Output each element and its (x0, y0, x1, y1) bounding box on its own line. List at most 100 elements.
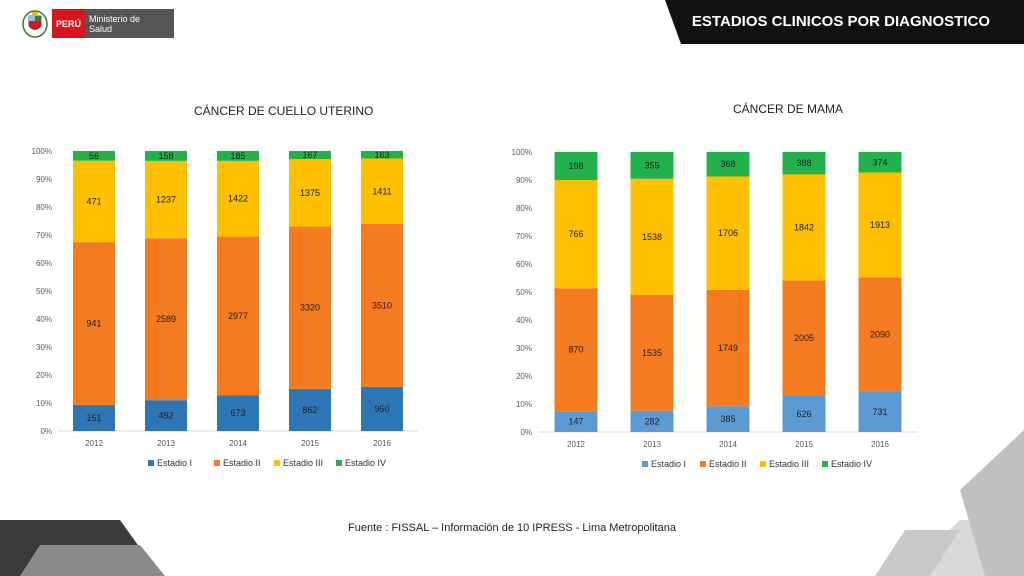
data-label-cuello: 1422 (228, 194, 248, 204)
bar-segment-cuello (361, 151, 403, 159)
bar-segment-cuello (217, 236, 259, 396)
bar-segment-mama (858, 152, 902, 173)
data-label-mama: 870 (568, 345, 583, 355)
data-label-cuello: 673 (230, 408, 245, 418)
bar-segment-cuello (289, 159, 331, 227)
y-tick-label-cuello: 80% (36, 203, 52, 212)
y-tick-label-cuello: 10% (36, 399, 52, 408)
bar-segment-cuello (217, 395, 259, 431)
bar-segment-cuello (73, 151, 115, 161)
data-label-mama: 282 (644, 416, 659, 426)
x-tick-label-mama: 2012 (567, 440, 585, 449)
x-tick-label-cuello: 2013 (157, 439, 175, 448)
data-label-cuello: 167 (302, 150, 317, 160)
legend-swatch-mama (700, 461, 706, 467)
bar-segment-cuello (73, 242, 115, 405)
y-tick-label-cuello: 50% (36, 287, 52, 296)
y-tick-label-cuello: 90% (36, 175, 52, 184)
y-tick-label-mama: 0% (520, 428, 532, 437)
data-label-cuello: 3510 (372, 300, 392, 310)
y-tick-label-mama: 50% (516, 288, 532, 297)
legend-swatch-cuello (148, 460, 154, 466)
y-tick-label-cuello: 0% (40, 427, 52, 436)
bar-segment-mama (782, 395, 826, 432)
legend-label-cuello: Estadio II (223, 458, 261, 468)
x-tick-label-mama: 2015 (795, 440, 813, 449)
bar-segment-cuello (361, 224, 403, 387)
x-tick-label-mama: 2013 (643, 440, 661, 449)
y-tick-label-mama: 70% (516, 232, 532, 241)
x-tick-label-cuello: 2016 (373, 439, 391, 448)
data-label-cuello: 862 (302, 405, 317, 415)
bar-segment-cuello (289, 388, 331, 431)
legend-swatch-mama (822, 461, 828, 467)
y-tick-label-mama: 10% (516, 400, 532, 409)
data-label-cuello: 185 (230, 151, 245, 161)
data-label-mama: 355 (644, 160, 659, 170)
x-tick-label-cuello: 2012 (85, 439, 103, 448)
x-tick-label-cuello: 2015 (301, 439, 319, 448)
legend-label-mama: Estadio IV (831, 459, 872, 469)
y-tick-label-mama: 40% (516, 316, 532, 325)
page-title: ESTADIOS CLINICOS POR DIAGNOSTICO (691, 13, 990, 30)
bar-segment-mama (706, 152, 750, 177)
bar-segment-cuello (145, 160, 187, 239)
data-label-mama: 1913 (870, 220, 890, 230)
ministry-logo: PERÚ Ministerio de Salud (22, 9, 175, 38)
coat-of-arms-icon (22, 10, 48, 38)
legend-label-mama: Estadio I (651, 459, 686, 469)
legend-swatch-mama (642, 461, 648, 467)
bar-segment-mama (630, 294, 674, 411)
y-tick-label-cuello: 100% (32, 147, 52, 156)
data-label-mama: 1535 (642, 348, 662, 358)
bar-segment-cuello (145, 238, 187, 401)
data-label-cuello: 1411 (372, 186, 391, 196)
data-label-cuello: 3320 (300, 303, 320, 313)
data-label-mama: 2090 (870, 330, 890, 340)
y-tick-label-cuello: 70% (36, 231, 52, 240)
data-label-mama: 388 (796, 158, 811, 168)
bar-segment-cuello (361, 386, 403, 431)
data-label-mama: 368 (720, 159, 735, 169)
data-label-mama: 198 (568, 161, 583, 171)
bar-segment-mama (782, 280, 826, 396)
data-label-cuello: 158 (158, 151, 173, 161)
legend-swatch-cuello (214, 460, 220, 466)
bar-segment-cuello (73, 160, 115, 243)
y-tick-label-cuello: 60% (36, 259, 52, 268)
bar-segment-mama (858, 391, 902, 432)
x-tick-label-mama: 2016 (871, 440, 889, 449)
data-label-mama: 1538 (642, 232, 662, 242)
legend-label-mama: Estadio II (709, 459, 747, 469)
bar-segment-mama (782, 174, 826, 281)
bar-segment-cuello (217, 151, 259, 161)
data-label-cuello: 163 (374, 150, 389, 160)
legend-swatch-mama (760, 461, 766, 467)
legend-label-cuello: Estadio III (283, 458, 323, 468)
data-label-mama: 1842 (794, 222, 814, 232)
y-tick-label-mama: 20% (516, 372, 532, 381)
footer-source: Fuente : FISSAL – Información de 10 IPRE… (348, 522, 676, 534)
chart-title-mama: CÁNCER DE MAMA (733, 102, 844, 116)
bar-segment-mama (630, 178, 674, 295)
bar-segment-mama (554, 152, 598, 180)
bar-segment-mama (554, 179, 598, 289)
bar-segment-cuello (361, 158, 403, 225)
data-label-cuello: 2977 (228, 311, 248, 321)
data-label-cuello: 941 (86, 319, 101, 329)
data-label-cuello: 2589 (156, 314, 176, 324)
y-tick-label-cuello: 20% (36, 371, 52, 380)
y-tick-label-cuello: 40% (36, 315, 52, 324)
logo-ministry: Ministerio de Salud (85, 9, 175, 38)
bar-segment-cuello (145, 151, 187, 161)
data-label-mama: 1706 (718, 228, 738, 238)
data-label-cuello: 950 (374, 404, 389, 414)
data-label-mama: 2005 (794, 333, 814, 343)
bar-segment-cuello (145, 400, 187, 431)
header-bar: ESTADIOS CLINICOS POR DIAGNOSTICO (665, 0, 1024, 44)
bar-segment-cuello (289, 151, 331, 160)
legend-label-mama: Estadio III (769, 459, 809, 469)
legend-label-cuello: Estadio IV (345, 458, 386, 468)
data-label-cuello: 1237 (156, 195, 176, 205)
